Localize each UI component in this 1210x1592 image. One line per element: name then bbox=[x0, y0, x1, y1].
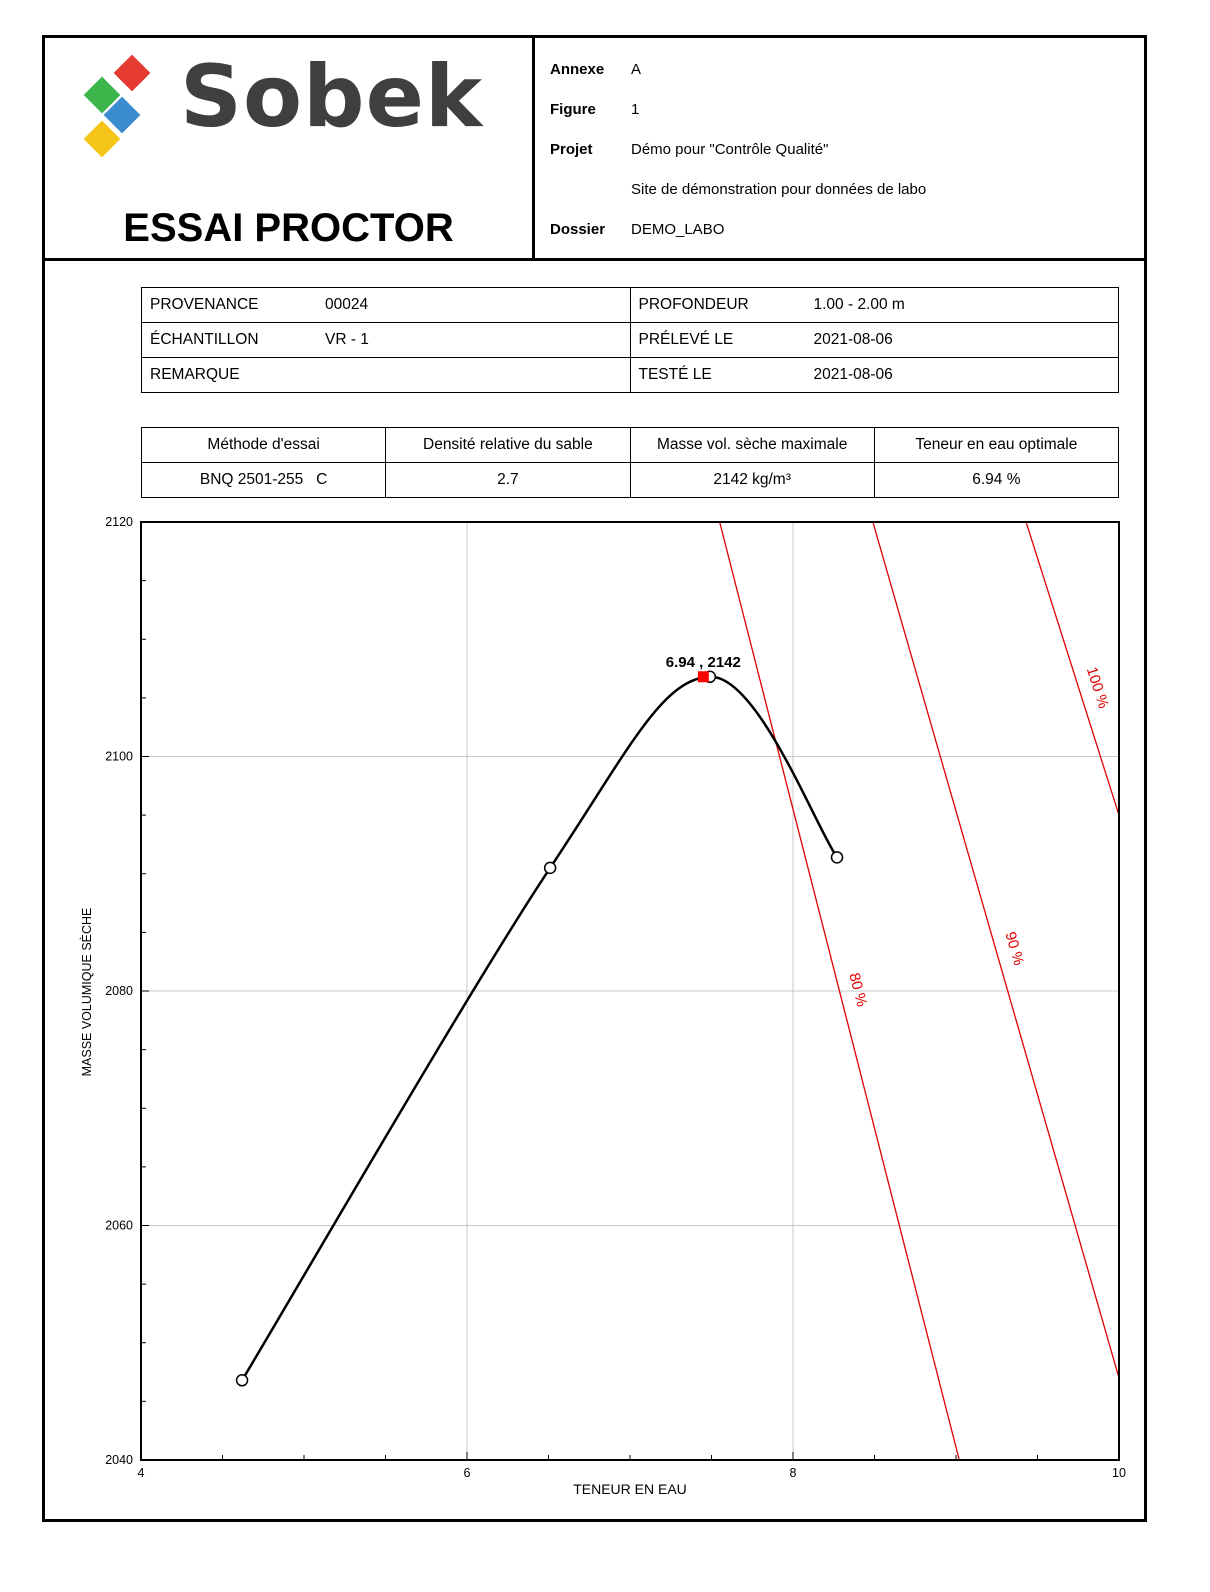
optimum-marker bbox=[697, 671, 709, 683]
y-tick-label: 2120 bbox=[105, 515, 133, 529]
provenance-label: PROVENANCE bbox=[150, 296, 259, 313]
preleve-value: 2021-08-06 bbox=[813, 331, 893, 348]
meta-value: Démo pour "Contrôle Qualité" bbox=[631, 141, 829, 158]
provenance-cell: PROVENANCE 00024 bbox=[141, 287, 631, 323]
optimal-water-header: Teneur en eau optimale bbox=[873, 427, 1120, 463]
y-tick-label: 2040 bbox=[105, 1453, 133, 1467]
profondeur-label: PROFONDEUR bbox=[638, 296, 749, 313]
meta-label: Dossier bbox=[550, 221, 606, 238]
remarque-cell: REMARQUE bbox=[141, 357, 631, 393]
y-tick-label: 2060 bbox=[105, 1219, 133, 1233]
meta-value: Site de démonstration pour données de la… bbox=[631, 181, 927, 198]
header-divider bbox=[45, 258, 1144, 261]
x-axis-label: TENEUR EN EAU bbox=[573, 1481, 687, 1497]
profondeur-value: 1.00 - 2.00 m bbox=[813, 296, 905, 313]
data-point bbox=[235, 1374, 249, 1387]
x-tick-label: 6 bbox=[464, 1466, 471, 1480]
saturation-label: 90 % bbox=[1001, 930, 1027, 968]
preleve-cell: PRÉLEVÉ LE 2021-08-06 bbox=[629, 322, 1119, 358]
meta-label: Projet bbox=[550, 141, 593, 158]
meta-value: A bbox=[631, 61, 642, 78]
saturation-labels: 80 % 90 % 100 % bbox=[845, 665, 1112, 1009]
optimal-water-value: 6.94 % bbox=[873, 462, 1120, 498]
x-tick-label: 10 bbox=[1112, 1466, 1126, 1480]
meta-value: DEMO_LABO bbox=[631, 221, 725, 238]
teste-cell: TESTÉ LE 2021-08-06 bbox=[629, 357, 1119, 393]
density-header: Densité relative du sable bbox=[385, 427, 631, 463]
sample-info-table: PROVENANCE 00024 PROFONDEUR 1.00 - 2.00 … bbox=[141, 287, 1119, 393]
remarque-label: REMARQUE bbox=[150, 366, 240, 383]
provenance-value: 00024 bbox=[325, 296, 369, 313]
echantillon-label: ÉCHANTILLON bbox=[150, 331, 259, 348]
y-axis-label: MASSE VOLUMIQUE SÈCHE bbox=[79, 908, 94, 1077]
plot-border bbox=[140, 521, 1120, 1461]
page-frame: Sobek ESSAI PROCTOR Annexe A Figure 1 Pr… bbox=[42, 35, 1147, 1522]
teste-label: TESTÉ LE bbox=[638, 366, 712, 383]
max-dry-density-value: 2142 kg/m³ bbox=[629, 462, 875, 498]
saturation-label: 80 % bbox=[845, 971, 870, 1008]
header-column-divider bbox=[532, 38, 535, 260]
saturation-lines bbox=[719, 522, 1119, 1460]
echantillon-value: VR - 1 bbox=[325, 331, 369, 348]
meta-label: Figure bbox=[550, 101, 596, 118]
data-point bbox=[543, 861, 557, 875]
saturation-line bbox=[1025, 522, 1119, 816]
report-title: ESSAI PROCTOR bbox=[123, 206, 454, 250]
teste-value: 2021-08-06 bbox=[813, 366, 893, 383]
sobek-logo: Sobek bbox=[75, 52, 482, 162]
data-points bbox=[235, 670, 844, 1387]
compaction-curve bbox=[240, 675, 839, 1381]
saturation-label: 100 % bbox=[1083, 665, 1112, 711]
profondeur-cell: PROFONDEUR 1.00 - 2.00 m bbox=[629, 287, 1119, 323]
preleve-label: PRÉLEVÉ LE bbox=[638, 331, 734, 348]
saturation-line bbox=[872, 522, 1119, 1379]
meta-label: Annexe bbox=[550, 61, 605, 78]
method-value: BNQ 2501-255 C bbox=[140, 462, 387, 498]
y-tick-label: 2080 bbox=[105, 984, 133, 998]
echantillon-cell: ÉCHANTILLON VR - 1 bbox=[141, 322, 631, 358]
data-point bbox=[830, 851, 844, 864]
y-tick-label: 2100 bbox=[105, 750, 133, 764]
logo-diamonds-icon bbox=[83, 54, 151, 158]
density-value: 2.7 bbox=[385, 462, 631, 498]
x-tick-label: 4 bbox=[138, 1466, 145, 1480]
chart-grid bbox=[141, 522, 1119, 1460]
saturation-line bbox=[719, 522, 960, 1460]
meta-value: 1 bbox=[631, 101, 640, 118]
optimum-label: 6.94 , 2142 bbox=[666, 654, 741, 671]
proctor-results-table: Méthode d'essai Densité relative du sabl… bbox=[140, 427, 1120, 498]
logo-wordmark: Sobek bbox=[180, 47, 484, 147]
chart-ticks: 4 6 8 10 2040 2060 2080 2100 2120 bbox=[105, 515, 1126, 1480]
x-tick-label: 8 bbox=[790, 1466, 797, 1480]
